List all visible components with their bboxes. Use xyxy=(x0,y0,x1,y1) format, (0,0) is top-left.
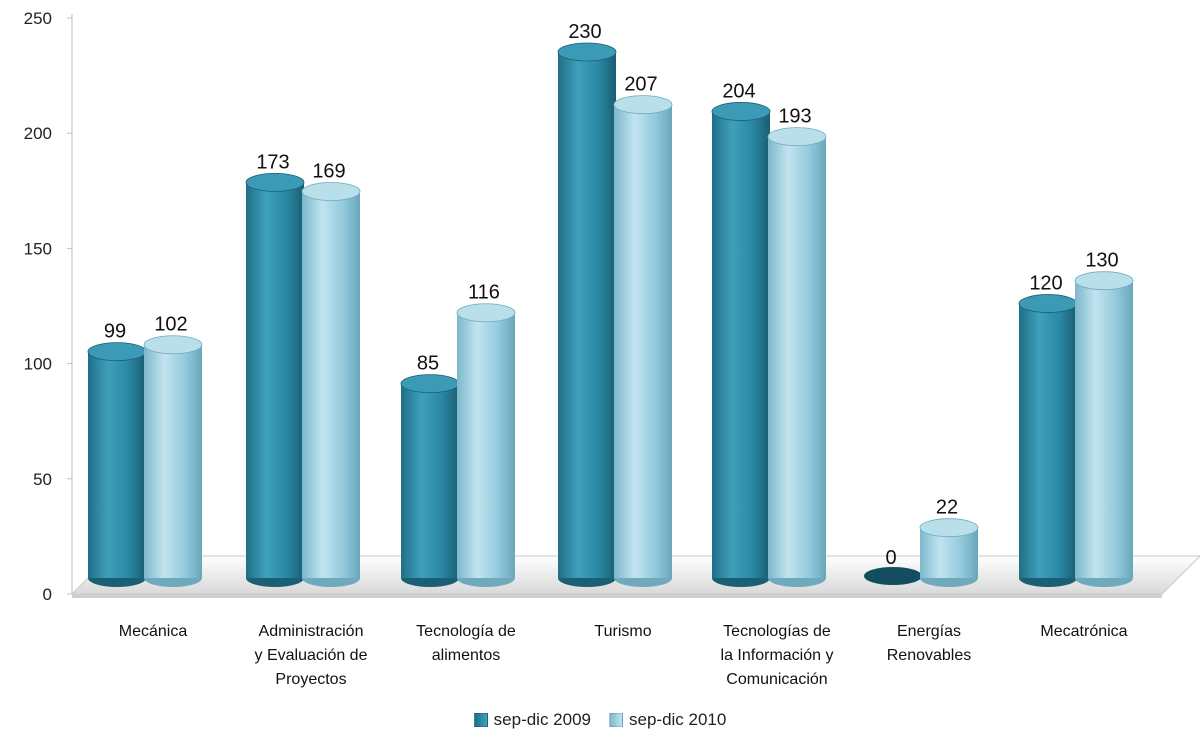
bar xyxy=(400,374,460,587)
data-label: 204 xyxy=(722,80,755,102)
x-category-label: Tecnologías de la Información y Comunicaci… xyxy=(721,623,834,688)
x-category-label: Turismo xyxy=(594,623,651,640)
y-tick-label: 200 xyxy=(24,124,52,143)
data-label: 173 xyxy=(256,151,289,173)
axes-layer: 0 50 100 150 200 250 xyxy=(24,9,73,604)
bar-body xyxy=(558,52,616,578)
bar-cap xyxy=(919,518,979,538)
bar xyxy=(1018,294,1078,587)
data-label: 116 xyxy=(468,282,500,304)
bar xyxy=(557,42,617,587)
bar xyxy=(864,567,922,585)
bar xyxy=(711,102,771,587)
bar-body xyxy=(246,182,304,579)
bar xyxy=(613,95,673,587)
bar-body xyxy=(712,111,770,578)
data-label: 193 xyxy=(778,106,811,128)
data-label: 120 xyxy=(1029,273,1062,295)
bar-body xyxy=(1019,303,1077,578)
bar xyxy=(245,172,305,587)
bar xyxy=(87,342,147,587)
bar-cap xyxy=(1074,271,1134,291)
bar xyxy=(301,182,361,587)
bar-body xyxy=(144,344,202,578)
data-label: 22 xyxy=(936,497,958,519)
data-label: 85 xyxy=(417,353,439,375)
legend-swatch-2009 xyxy=(473,713,488,727)
bars-layer xyxy=(87,42,1134,587)
bar-body xyxy=(302,191,360,579)
bar-body xyxy=(457,312,515,578)
bar-cap xyxy=(1018,294,1078,313)
legend: sep-dic 2009 sep-dic 2010 xyxy=(0,700,1200,740)
x-category-label: Administración y Evaluación de Proyectos xyxy=(255,623,368,688)
y-tick-label: 50 xyxy=(33,470,52,489)
bar-cap xyxy=(613,95,673,114)
legend-item-2009: sep-dic 2009 xyxy=(473,710,591,730)
bar xyxy=(1074,271,1134,587)
legend-item-2010: sep-dic 2010 xyxy=(609,710,726,730)
bar-body xyxy=(1075,280,1133,578)
x-category-label: Mecánica xyxy=(119,623,188,640)
legend-swatch-2010 xyxy=(609,713,623,727)
bar-cap xyxy=(456,303,516,323)
bar-body xyxy=(614,104,672,578)
y-tick-label: 250 xyxy=(24,9,52,28)
data-label: 102 xyxy=(154,314,187,336)
bar-cap xyxy=(767,127,827,147)
legend-label-2010: sep-dic 2010 xyxy=(629,710,727,729)
data-label: 230 xyxy=(568,21,601,43)
y-tick-label: 100 xyxy=(24,355,52,374)
bar xyxy=(919,518,979,587)
data-label: 169 xyxy=(312,161,345,183)
floor-edge xyxy=(72,594,1162,598)
data-label: 99 xyxy=(104,321,126,343)
bar xyxy=(767,127,827,587)
x-category-label: Energías Renovables xyxy=(887,623,972,664)
bar-cap xyxy=(557,42,617,62)
x-category-label: Mecatrónica xyxy=(1040,623,1127,640)
x-category-label: Tecnología de alimentos xyxy=(416,623,516,664)
data-label: 0 xyxy=(885,547,896,569)
bar-cap xyxy=(245,172,305,192)
bar-cap xyxy=(400,374,460,394)
bar-body xyxy=(768,136,826,579)
bar xyxy=(456,303,516,587)
bar-cap xyxy=(711,102,771,121)
y-tick-label: 0 xyxy=(43,585,52,604)
legend-label-2009: sep-dic 2009 xyxy=(493,710,591,729)
bar-cap xyxy=(864,567,922,585)
data-label: 207 xyxy=(624,74,657,96)
data-label: 130 xyxy=(1085,250,1118,272)
labels-layer: 99 173 85 230 204 0 120 102 169 116 207 193 22 130 Mec… xyxy=(104,21,1128,688)
y-tick-label: 150 xyxy=(24,239,52,258)
bar-cap xyxy=(301,182,361,201)
bar xyxy=(143,335,203,587)
bar-body xyxy=(401,383,459,578)
bar-cap xyxy=(143,335,203,355)
bar-body xyxy=(88,351,146,578)
bar-cap xyxy=(87,342,147,361)
